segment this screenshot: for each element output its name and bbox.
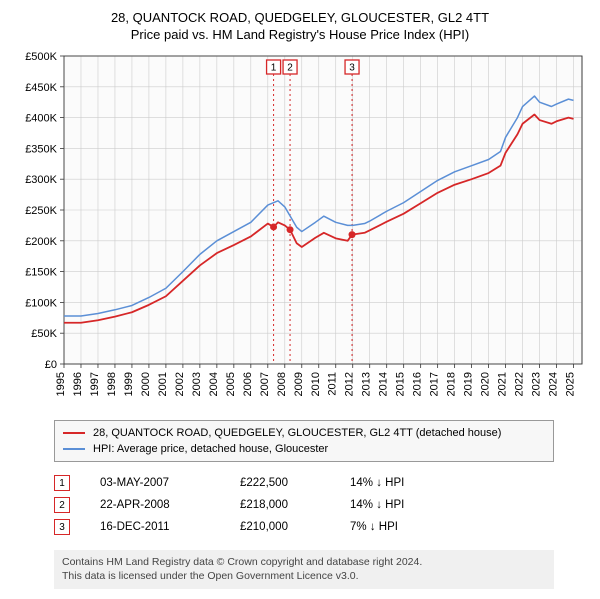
svg-text:1996: 1996 xyxy=(72,372,84,396)
svg-text:3: 3 xyxy=(349,63,355,74)
sale-number-box: 1 xyxy=(54,475,70,491)
svg-text:2003: 2003 xyxy=(191,372,203,396)
svg-text:£100K: £100K xyxy=(25,297,57,309)
svg-text:2013: 2013 xyxy=(361,372,373,396)
svg-text:£150K: £150K xyxy=(25,267,57,279)
svg-text:2020: 2020 xyxy=(480,372,492,396)
svg-text:2006: 2006 xyxy=(242,372,254,396)
footer-line-1: Contains HM Land Registry data © Crown c… xyxy=(62,556,546,570)
svg-text:1997: 1997 xyxy=(89,372,101,396)
svg-text:2014: 2014 xyxy=(378,372,390,396)
svg-text:2009: 2009 xyxy=(293,372,305,396)
svg-text:2002: 2002 xyxy=(174,372,186,396)
svg-text:2018: 2018 xyxy=(446,372,458,396)
price-chart: £0 £50K £100K £150K £200K £250K £300K £350K £400… xyxy=(12,50,588,410)
legend-row: 28, QUANTOCK ROAD, QUEDGELEY, GLOUCESTER… xyxy=(63,425,545,441)
svg-text:2008: 2008 xyxy=(276,372,288,396)
svg-text:£50K: £50K xyxy=(31,328,57,340)
svg-text:2024: 2024 xyxy=(548,372,560,396)
sale-date: 22-APR-2008 xyxy=(100,499,240,511)
legend-row: HPI: Average price, detached house, Glou… xyxy=(63,441,545,457)
sale-diff: 14% ↓ HPI xyxy=(350,499,460,511)
sale-date: 16-DEC-2011 xyxy=(100,521,240,533)
svg-text:2011: 2011 xyxy=(327,372,339,396)
svg-text:£450K: £450K xyxy=(25,82,57,94)
svg-text:1995: 1995 xyxy=(55,372,67,396)
svg-text:2005: 2005 xyxy=(225,372,237,396)
title-sub: Price paid vs. HM Land Registry's House … xyxy=(12,27,588,42)
sale-price: £210,000 xyxy=(240,521,350,533)
svg-text:2012: 2012 xyxy=(344,372,356,396)
legend-swatch xyxy=(63,448,85,450)
svg-text:£250K: £250K xyxy=(25,205,57,217)
svg-text:2015: 2015 xyxy=(395,372,407,396)
svg-text:1: 1 xyxy=(271,63,277,74)
title-main: 28, QUANTOCK ROAD, QUEDGELEY, GLOUCESTER… xyxy=(12,10,588,25)
sale-price: £218,000 xyxy=(240,499,350,511)
svg-text:£350K: £350K xyxy=(25,143,57,155)
legend-label: HPI: Average price, detached house, Glou… xyxy=(93,441,328,457)
svg-text:2025: 2025 xyxy=(565,372,577,396)
legend-swatch xyxy=(63,432,85,434)
sale-price: £222,500 xyxy=(240,477,350,489)
sale-diff: 7% ↓ HPI xyxy=(350,521,460,533)
svg-text:£500K: £500K xyxy=(25,51,57,63)
sale-date: 03-MAY-2007 xyxy=(100,477,240,489)
footer-line-2: This data is licensed under the Open Gov… xyxy=(62,570,546,584)
svg-text:2022: 2022 xyxy=(514,372,526,396)
svg-text:2017: 2017 xyxy=(429,372,441,396)
svg-text:1999: 1999 xyxy=(123,372,135,396)
legend-label: 28, QUANTOCK ROAD, QUEDGELEY, GLOUCESTER… xyxy=(93,425,501,441)
sale-row: 1 03-MAY-2007£222,50014% ↓ HPI xyxy=(54,472,588,494)
sales-table: 1 03-MAY-2007£222,50014% ↓ HPI 2 22-APR-200… xyxy=(54,472,588,538)
svg-text:2023: 2023 xyxy=(531,372,543,396)
svg-text:2000: 2000 xyxy=(140,372,152,396)
legend: 28, QUANTOCK ROAD, QUEDGELEY, GLOUCESTER… xyxy=(54,420,554,462)
sale-number-box: 3 xyxy=(54,519,70,535)
svg-text:1998: 1998 xyxy=(106,372,118,396)
svg-text:£0: £0 xyxy=(45,359,57,371)
sale-row: 2 22-APR-2008£218,00014% ↓ HPI xyxy=(54,494,588,516)
svg-text:2019: 2019 xyxy=(463,372,475,396)
svg-text:£400K: £400K xyxy=(25,113,57,125)
svg-text:£200K: £200K xyxy=(25,236,57,248)
sale-row: 3 16-DEC-2011£210,0007% ↓ HPI xyxy=(54,516,588,538)
svg-text:2004: 2004 xyxy=(208,372,220,396)
svg-text:2: 2 xyxy=(287,63,293,74)
svg-text:2021: 2021 xyxy=(497,372,509,396)
svg-text:2016: 2016 xyxy=(412,372,424,396)
sale-diff: 14% ↓ HPI xyxy=(350,477,460,489)
svg-text:2001: 2001 xyxy=(157,372,169,396)
sale-number-box: 2 xyxy=(54,497,70,513)
footer-note: Contains HM Land Registry data © Crown c… xyxy=(54,550,554,589)
svg-text:2007: 2007 xyxy=(259,372,271,396)
svg-text:2010: 2010 xyxy=(310,372,322,396)
svg-text:£300K: £300K xyxy=(25,174,57,186)
